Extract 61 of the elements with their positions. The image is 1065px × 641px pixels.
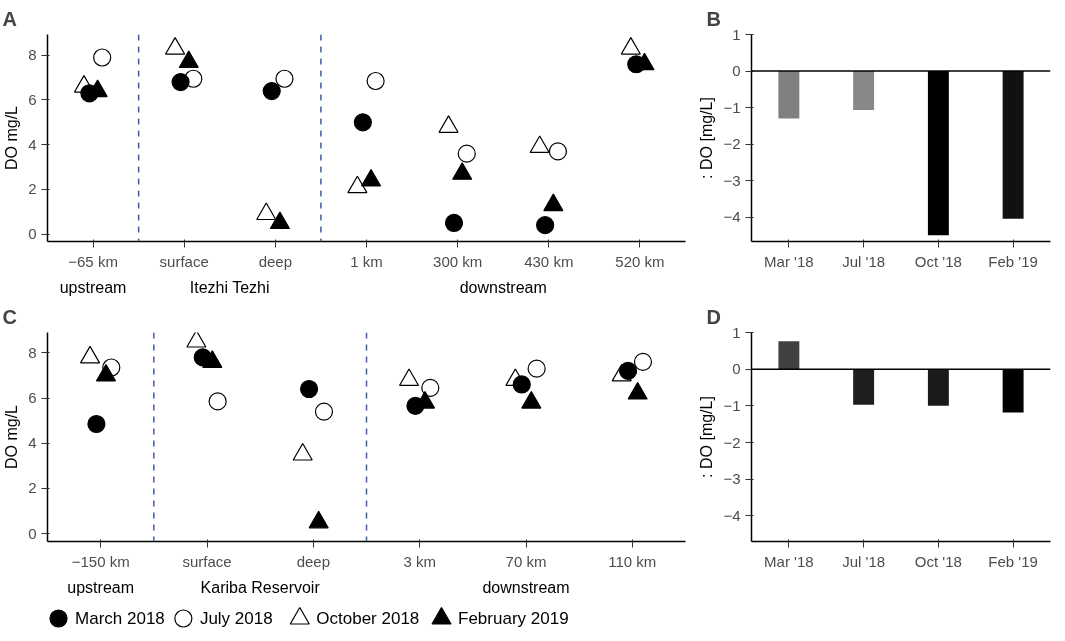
text: D: [706, 305, 721, 328]
legend-label: July 2018: [199, 609, 273, 628]
text: upstream: [67, 578, 135, 596]
x-tick-label: deep: [296, 552, 331, 570]
x-tick-label: deep: [258, 252, 293, 270]
y-tick-label: 6: [28, 389, 37, 407]
x-tick-label: 3 km: [403, 552, 436, 570]
x-tick-label: Mar '18: [764, 552, 814, 570]
x-tick-label: Jul '18: [842, 552, 886, 570]
text: Kariba Reservoir: [200, 578, 321, 596]
y-axis-title: DO mg/L: [3, 105, 21, 171]
x-tick-label: 1 km: [350, 252, 383, 270]
y-tick-label: 1: [732, 323, 741, 341]
x-tick-label: 300 km: [433, 252, 483, 270]
x-tick-label: −65 km: [68, 252, 118, 270]
text: A: [2, 7, 17, 30]
text: downstream: [482, 578, 570, 596]
x-tick-label: Mar '18: [764, 252, 814, 270]
legend-label: October 2018: [316, 609, 420, 628]
y-axis-title: : DO [mg/L]: [698, 396, 716, 478]
x-tick-label: surface: [182, 552, 232, 570]
y-tick-label: 4: [28, 434, 37, 452]
legend-label: March 2018: [75, 609, 165, 628]
y-tick-label: −1: [723, 98, 741, 116]
x-tick-label: 70 km: [505, 552, 547, 570]
text: B: [706, 7, 721, 30]
y-tick-label: −3: [723, 470, 741, 488]
y-tick-label: 0: [732, 62, 741, 80]
y-tick-label: −1: [723, 396, 741, 414]
y-tick-label: 8: [28, 46, 37, 64]
y-tick-label: −4: [723, 506, 741, 524]
x-tick-label: Oct '18: [914, 252, 962, 270]
y-tick-label: 0: [28, 524, 37, 542]
y-tick-label: 0: [28, 225, 37, 243]
x-tick-label: 430 km: [524, 252, 574, 270]
x-tick-label: Feb '19: [988, 252, 1038, 270]
y-tick-label: 4: [28, 135, 37, 153]
legend-label: February 2019: [458, 609, 569, 628]
y-tick-label: 1: [732, 25, 741, 43]
x-tick-label: 520 km: [615, 252, 665, 270]
x-tick-label: 110 km: [608, 552, 657, 570]
text: downstream: [459, 278, 547, 296]
y-tick-label: 2: [28, 180, 37, 198]
y-tick-label: 8: [28, 343, 37, 361]
y-axis-title: DO mg/L: [3, 404, 21, 470]
text: upstream: [59, 278, 127, 296]
y-tick-label: 0: [732, 360, 741, 378]
x-tick-label: Oct '18: [914, 552, 962, 570]
y-tick-label: −2: [723, 433, 741, 451]
y-tick-label: 6: [28, 91, 37, 108]
x-tick-label: Jul '18: [842, 252, 886, 270]
x-tick-label: −150 km: [71, 552, 130, 570]
text: C: [2, 305, 17, 328]
text: Itezhi Tezhi: [189, 278, 270, 296]
x-tick-label: surface: [159, 252, 209, 270]
y-axis-title: : DO [mg/L]: [698, 97, 716, 179]
y-tick-label: −3: [723, 171, 741, 189]
y-tick-label: −2: [723, 135, 741, 153]
y-tick-label: 2: [28, 479, 37, 497]
y-tick-label: −4: [723, 208, 741, 226]
x-tick-label: Feb '19: [988, 552, 1038, 570]
